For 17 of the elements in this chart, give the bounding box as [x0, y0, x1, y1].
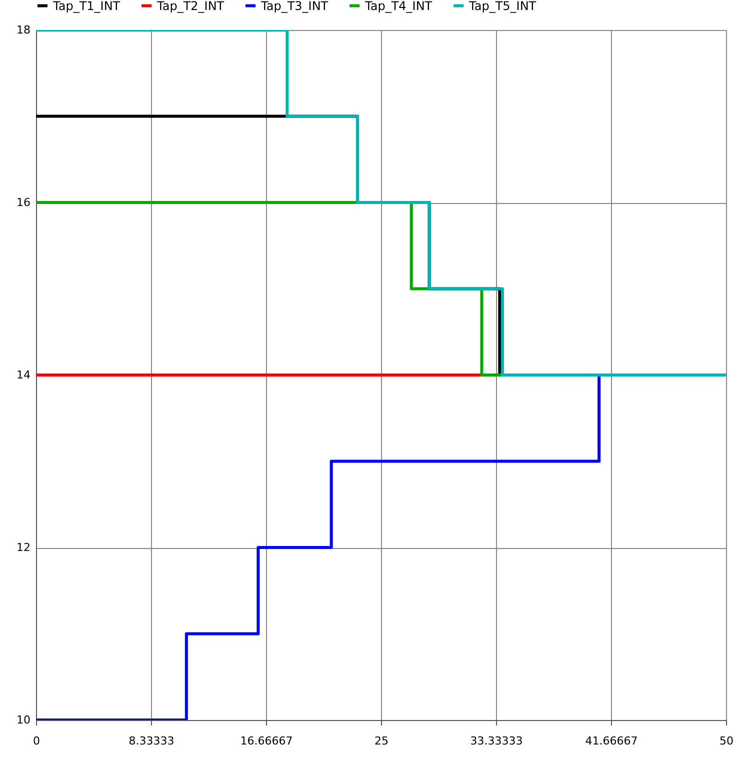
y-tick-label: 18 [16, 24, 30, 36]
y-tick-label: 16 [16, 196, 30, 209]
y-tick-label: 14 [16, 368, 30, 382]
legend-label: Tap_T2_INT [156, 0, 225, 13]
x-tick-label: 25 [374, 734, 388, 748]
x-tick-label: 8.33333 [128, 734, 174, 748]
x-tick-label: 16.66667 [240, 734, 293, 748]
legend-label: Tap_T3_INT [260, 0, 329, 13]
x-tick-label: 41.66667 [585, 734, 638, 748]
legend-label: Tap_T5_INT [468, 0, 537, 13]
x-tick-label: 33.33333 [470, 734, 523, 748]
legend-label: Tap_T1_INT [52, 0, 121, 13]
y-tick-label: 12 [16, 541, 30, 554]
x-tick-label: 0 [33, 734, 40, 748]
x-tick-label: 50 [720, 734, 734, 748]
y-tick-label: 10 [16, 714, 30, 726]
legend-label: Tap_T4_INT [364, 0, 433, 13]
